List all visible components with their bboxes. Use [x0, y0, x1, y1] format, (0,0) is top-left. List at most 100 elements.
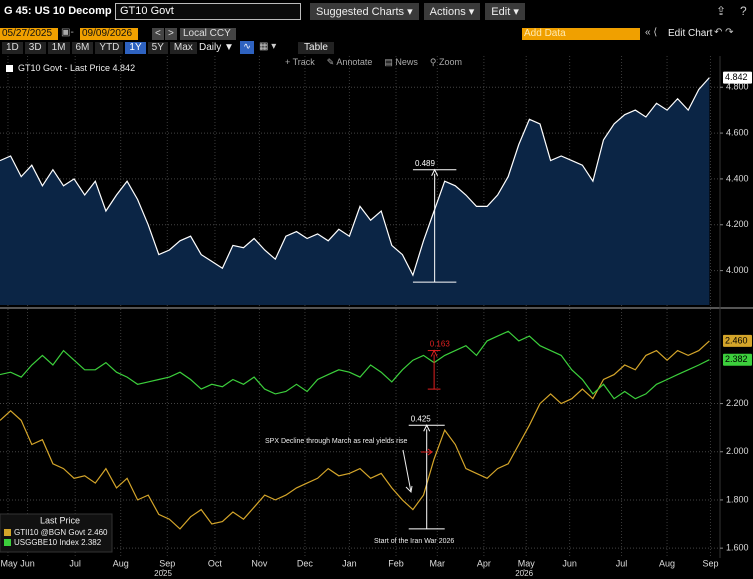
legend-entry: USGGBE10 Index 2.382 [14, 538, 102, 547]
x-tick-label: Aug [659, 558, 675, 568]
bracket-arrow [431, 168, 439, 176]
table-button[interactable]: Table [298, 42, 334, 54]
chart-type-icon[interactable]: ∿ [240, 41, 254, 54]
period-button[interactable]: 1Y [125, 42, 146, 54]
y-tick-label: 2.200 [726, 398, 749, 408]
legend-name: GTII10 @BGN Govt [14, 528, 86, 537]
style-icons[interactable]: ▦ ▾ [259, 41, 277, 52]
last-value-label: 2.460 [725, 335, 748, 345]
security-input[interactable]: GT10 Govt [115, 3, 301, 20]
y-tick-label: 4.400 [726, 173, 749, 183]
y-tick-label: 1.800 [726, 494, 749, 504]
tool-button[interactable]: ▤ News [384, 57, 418, 67]
frequency: Daily [199, 42, 222, 53]
last-value-label: 2.382 [725, 354, 748, 364]
note-arrow [402, 449, 413, 494]
x-tick-label: May [0, 558, 18, 568]
prev-button[interactable]: < [152, 28, 164, 40]
x-tick-label: Sep [159, 558, 175, 568]
legend-swatch [4, 529, 11, 536]
y-tick-label: 4.600 [726, 127, 749, 137]
collapse-icons[interactable]: « ⟨ [645, 27, 658, 38]
last-value-box [723, 334, 752, 347]
legend-name: USGGBE10 Index [14, 538, 79, 547]
legend-swatch [6, 65, 13, 72]
x-tick-label: Apr [477, 558, 491, 568]
legend-box [0, 513, 113, 553]
menus: Suggested Charts Actions Edit [310, 3, 525, 20]
legend-title: Last Price [40, 515, 80, 525]
year-label: 2026 [515, 569, 533, 578]
period-button[interactable]: 1M [47, 42, 70, 54]
bracket-label: 0.425 [411, 414, 432, 423]
legend-entry: GT10 Govt - Last Price 4.842 [18, 63, 135, 73]
bracket-arrow [430, 349, 438, 357]
page-title: G 45: US 10 Decomp [4, 5, 112, 17]
year-label: 2025 [154, 569, 172, 578]
currency-select[interactable]: Local CCY [180, 28, 236, 40]
tool-label: Annotate [336, 57, 373, 67]
x-tick-label: Jun [20, 558, 35, 568]
calendar-icon[interactable]: ▣- [61, 27, 74, 38]
x-tick-label: Dec [297, 558, 314, 568]
bracket-label: 0.163 [430, 340, 451, 349]
start-date[interactable]: 05/27/2025 [0, 28, 58, 40]
series-line [0, 77, 710, 277]
series-line [0, 340, 710, 530]
note: Start of the Iran War 2026 [374, 538, 454, 545]
bracket-label: 0.489 [415, 159, 436, 168]
x-tick-label: Jan [342, 558, 357, 568]
period-buttons: 1D 3D 1M 6M YTD 1Y 5Y Max [2, 42, 197, 54]
note-arrow-red [421, 448, 433, 456]
y-tick-label: 4.000 [726, 265, 749, 275]
area [0, 77, 710, 305]
x-tick-label: Jun [562, 558, 577, 568]
y-tick-label: 4.800 [726, 82, 749, 92]
bracket-arrow [423, 424, 431, 432]
y-tick-label: 2.000 [726, 446, 749, 456]
x-tick-label: Sep [702, 558, 718, 568]
period-button[interactable]: 6M [71, 42, 94, 54]
export-icon[interactable]: ⇪ [716, 4, 727, 18]
undo-redo[interactable]: ↶ ↷ [714, 27, 734, 38]
period-button[interactable]: 3D [24, 42, 46, 54]
end-date[interactable]: 09/09/2026 [80, 28, 138, 40]
tool-button[interactable]: ⚲ Zoom [429, 57, 462, 67]
tool-button[interactable]: + Track [285, 57, 315, 67]
x-tick-label: Mar [430, 558, 446, 568]
y-tick-label: 4.200 [726, 219, 749, 229]
period-button[interactable]: YTD [95, 42, 124, 54]
last-value-box [723, 71, 752, 84]
x-tick-label: Feb [388, 558, 404, 568]
legend-value: 4.842 [113, 63, 136, 73]
menu-button[interactable]: Edit [485, 3, 525, 20]
chart-tools: + Track ✎ Annotate ▤ News ⚲ Zoom [285, 57, 462, 68]
add-data-input[interactable]: Add Data [522, 28, 640, 40]
x-tick-label: Nov [251, 558, 268, 568]
period-button[interactable]: 5Y [147, 42, 168, 54]
x-tick-label: Aug [113, 558, 129, 568]
x-tick-label: Jul [69, 558, 81, 568]
x-tick-label: Oct [208, 558, 223, 568]
legend-name: GT10 Govt - Last Price [18, 63, 110, 73]
tool-label: Track [292, 57, 315, 67]
tool-button[interactable]: ✎ Annotate [326, 57, 373, 67]
tool-label: Zoom [438, 57, 462, 67]
legend-value: 2.382 [81, 538, 102, 547]
help-icon[interactable]: ? [740, 4, 747, 18]
note: SPX Decline through March as real yields… [265, 438, 408, 445]
period-button[interactable]: Max [169, 42, 197, 54]
next-button[interactable]: > [165, 28, 177, 40]
last-value-label: 4.842 [725, 72, 748, 82]
tool-label: News [395, 57, 418, 67]
frequency-select[interactable]: Daily ▼ [199, 42, 234, 53]
last-value-box [723, 353, 752, 366]
legend-entry: GTII10 @BGN Govt 2.460 [14, 528, 108, 537]
x-tick-label: May [518, 558, 536, 568]
menu-button[interactable]: Actions [423, 3, 481, 20]
menu-button[interactable]: Suggested Charts [310, 3, 419, 20]
period-button[interactable]: 1D [2, 42, 23, 54]
edit-chart-button[interactable]: Edit Chart [668, 28, 713, 39]
